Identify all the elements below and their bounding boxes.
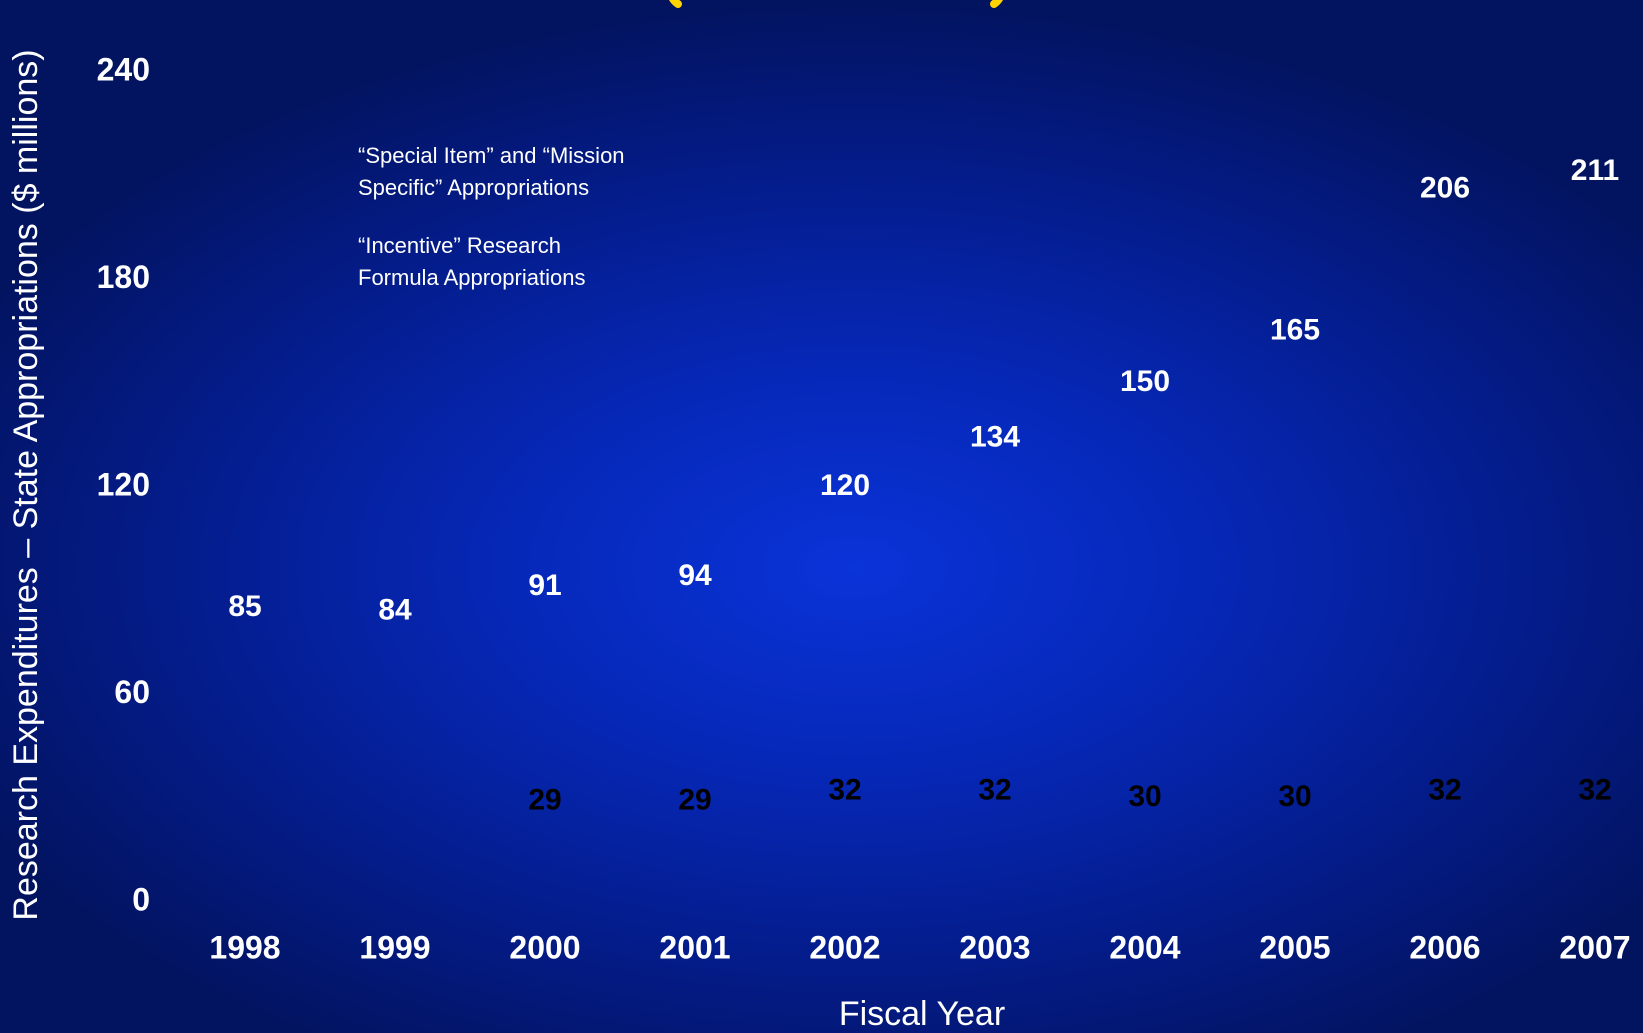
title-fragment	[669, 0, 1003, 8]
y-tick-label: 0	[132, 881, 150, 917]
x-tick-label: 2003	[959, 929, 1030, 965]
legend-entry-text: “Incentive” Research	[358, 233, 561, 258]
x-axis-ticks: 1998 1999 2000 2001 2002 2003 2004 2005 2006 2007	[209, 929, 1630, 965]
data-label: 32	[828, 773, 861, 806]
x-tick-label: 2004	[1109, 929, 1180, 965]
data-label: 30	[1278, 780, 1311, 813]
x-tick-label: 2000	[509, 929, 580, 965]
data-label: 150	[1120, 365, 1170, 398]
data-label: 30	[1128, 780, 1161, 813]
x-tick-label: 2001	[659, 929, 730, 965]
data-label: 165	[1270, 313, 1320, 346]
y-axis-title-text: Research Expenditures – State Appropriat…	[7, 49, 45, 920]
x-tick-label: 2007	[1559, 929, 1630, 965]
data-label: 29	[678, 784, 711, 817]
data-label: 91	[528, 569, 561, 602]
x-tick-label: 2005	[1259, 929, 1330, 965]
data-label: 206	[1420, 172, 1470, 205]
data-label: 32	[1578, 773, 1611, 806]
legend-entry-text: Specific” Appropriations	[358, 175, 589, 200]
data-label: 211	[1571, 154, 1619, 187]
data-label: 32	[1428, 773, 1461, 806]
y-tick-label: 60	[114, 674, 150, 710]
legend-entry-text: “Special Item” and “Mission	[358, 143, 625, 168]
data-label: 85	[228, 590, 261, 623]
data-label: 29	[528, 784, 561, 817]
series-incentive-labels: 29 29 32 32 30 30 32 32	[528, 773, 1611, 816]
x-axis-title: Fiscal Year	[839, 995, 1005, 1033]
data-label: 120	[820, 469, 870, 502]
x-tick-label: 2002	[809, 929, 880, 965]
x-tick-label: 1999	[359, 929, 430, 965]
series-special-item-labels: 85 84 91 94 120 134 150 165 206 211	[228, 154, 1619, 626]
data-label: 84	[378, 593, 412, 626]
data-label: 134	[970, 421, 1020, 454]
x-tick-label: 1998	[209, 929, 280, 965]
y-tick-label: 240	[97, 51, 150, 87]
legend-entry-text: Formula Appropriations	[358, 265, 585, 290]
x-axis-title-text: Fiscal Year	[839, 995, 1005, 1033]
data-label: 32	[978, 773, 1011, 806]
y-tick-label: 180	[97, 259, 150, 295]
y-axis-title: Research Expenditures – State Appropriat…	[7, 49, 45, 920]
legend: “Special Item” and “Mission Specific” Ap…	[358, 143, 625, 290]
y-tick-label: 120	[97, 466, 150, 502]
y-axis-ticks: 0 60 120 180 240	[97, 51, 150, 917]
x-tick-label: 2006	[1409, 929, 1480, 965]
data-label: 94	[678, 559, 712, 592]
